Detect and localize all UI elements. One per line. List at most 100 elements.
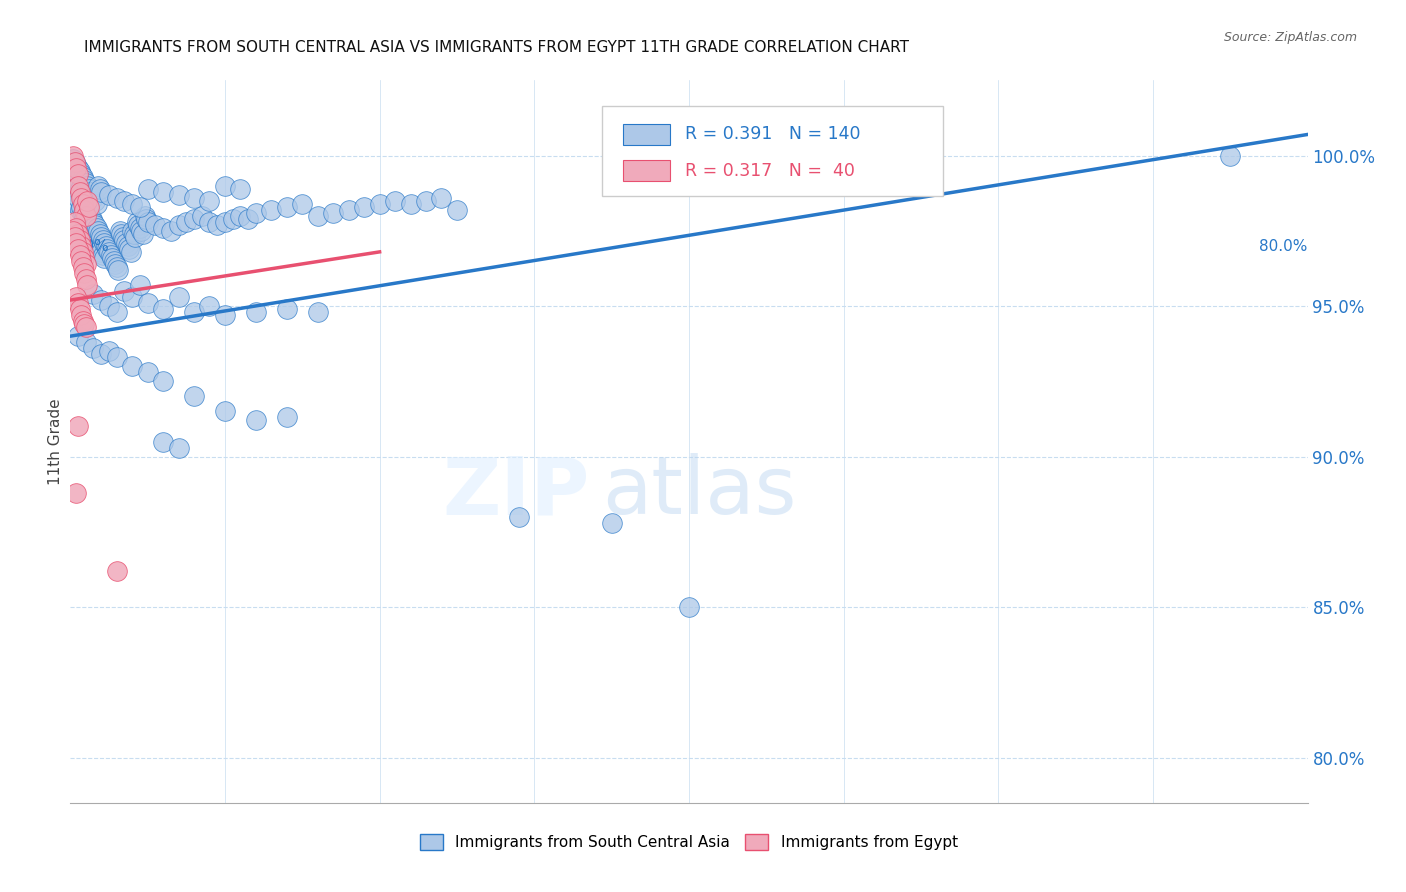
Point (70, 200, 93, 214)
Point (77, 206, 100, 220)
Point (89, 181, 111, 195)
Point (105, 191, 128, 205)
Point (62, 148, 84, 162)
Point (86, 235, 108, 250)
Point (75, 200, 97, 214)
Point (67, 191, 90, 205)
Point (72, 206, 94, 220)
Point (70, 239, 93, 253)
Point (446, 202, 468, 217)
Point (67, 161, 90, 175)
Point (76, 202, 98, 217)
Point (82, 230, 105, 244)
Point (430, 191, 453, 205)
Point (69, 233, 91, 247)
Point (101, 251, 124, 265)
Point (121, 224, 143, 238)
Point (73, 266, 96, 280)
Point (100, 248, 122, 262)
Point (70, 308, 93, 322)
Point (73, 251, 96, 265)
Point (72, 314, 94, 328)
Point (69, 163, 91, 178)
Point (98, 299, 120, 313)
Text: 80.0%: 80.0% (1260, 239, 1308, 254)
Point (118, 242, 141, 256)
Point (678, 600, 700, 615)
Point (103, 254, 125, 268)
Point (69, 302, 91, 317)
Point (152, 434, 174, 449)
Point (67, 296, 90, 310)
Point (82, 341, 105, 355)
Point (90, 293, 112, 307)
Point (183, 305, 205, 319)
Point (79, 224, 101, 238)
Point (75, 209, 97, 223)
Point (90, 347, 112, 361)
Point (79, 209, 101, 223)
Point (104, 257, 127, 271)
Point (75, 176, 97, 190)
Point (82, 287, 105, 301)
Point (353, 200, 375, 214)
Point (122, 227, 145, 241)
Text: R = 0.391   N = 140: R = 0.391 N = 140 (685, 126, 860, 144)
Point (87, 239, 110, 253)
Point (89, 227, 111, 241)
Point (214, 404, 236, 418)
Point (134, 209, 156, 223)
Point (86, 196, 108, 211)
Point (82, 191, 105, 205)
Point (198, 194, 221, 208)
Point (238, 211, 260, 226)
Point (69, 185, 91, 199)
Point (105, 305, 128, 319)
Point (117, 239, 139, 253)
Point (152, 185, 174, 199)
Point (105, 260, 128, 274)
Point (86, 220, 108, 235)
Point (77, 220, 100, 235)
Point (82, 215, 105, 229)
Point (94, 239, 117, 253)
Point (89, 242, 111, 256)
Point (145, 218, 166, 232)
Point (73, 202, 96, 217)
Point (90, 244, 112, 259)
Point (136, 215, 159, 229)
Point (174, 215, 197, 229)
Point (152, 302, 174, 317)
Point (70, 187, 93, 202)
Point (600, 516, 623, 530)
Y-axis label: 11th Grade: 11th Grade (48, 398, 63, 485)
Point (75, 272, 97, 286)
Point (135, 211, 157, 226)
Point (69, 248, 91, 262)
Point (114, 194, 135, 208)
Bar (623, 160, 671, 181)
Point (127, 218, 149, 232)
Point (114, 233, 135, 247)
Legend: Immigrants from South Central Asia, Immigrants from Egypt: Immigrants from South Central Asia, Immi… (413, 829, 965, 856)
Point (63, 154, 86, 169)
Point (96, 242, 118, 256)
Point (90, 230, 112, 244)
Point (276, 410, 298, 425)
Point (337, 202, 360, 217)
Point (207, 218, 229, 232)
Point (91, 248, 114, 262)
Point (121, 196, 143, 211)
Point (72, 260, 94, 274)
Point (214, 178, 236, 193)
Point (508, 509, 530, 524)
Point (73, 211, 96, 226)
Point (73, 172, 96, 186)
Point (70, 167, 93, 181)
Point (69, 202, 91, 217)
Point (245, 413, 267, 427)
Point (167, 187, 190, 202)
Text: IMMIGRANTS FROM SOUTH CENTRAL ASIA VS IMMIGRANTS FROM EGYPT 11TH GRADE CORRELATI: IMMIGRANTS FROM SOUTH CENTRAL ASIA VS IM… (84, 40, 910, 55)
Point (105, 564, 128, 578)
Point (105, 351, 128, 365)
